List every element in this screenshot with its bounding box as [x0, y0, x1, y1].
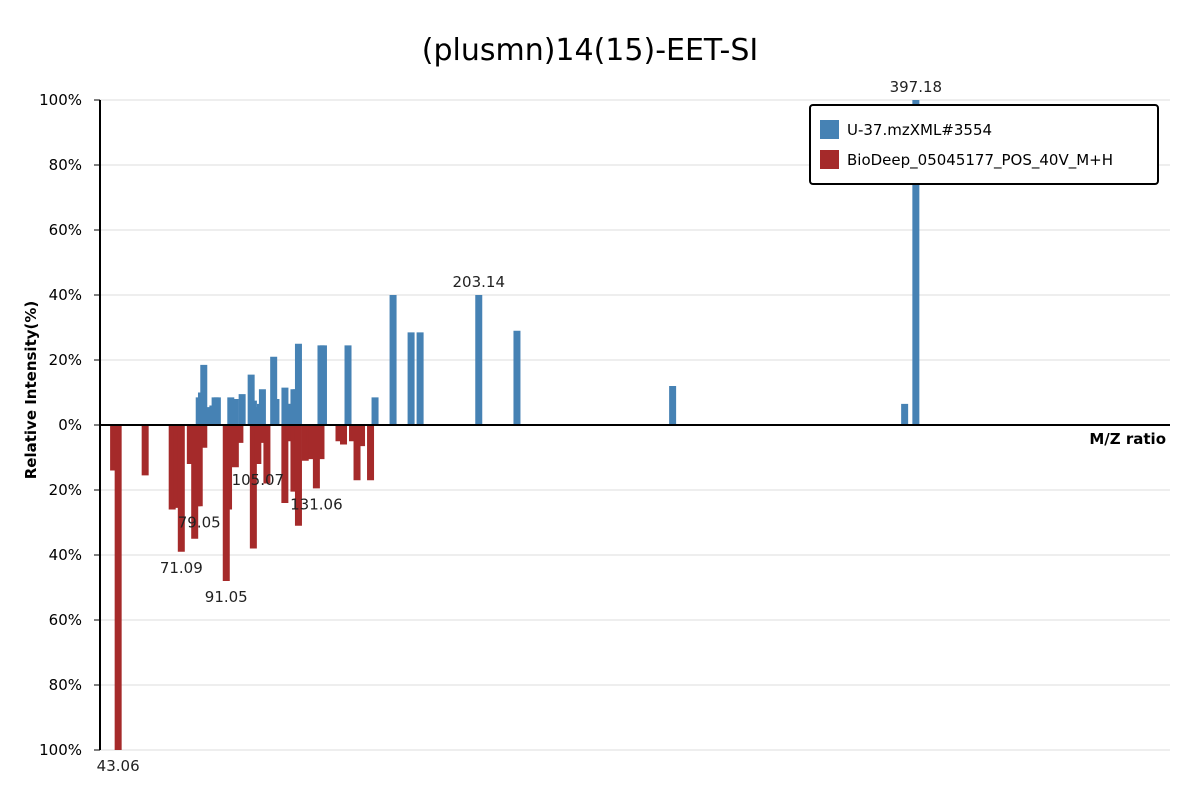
reference-peak-bar [236, 425, 244, 443]
sample-peak-bar [294, 343, 302, 425]
sample-peak-bar [371, 397, 379, 425]
sample-peak-bar [202, 407, 210, 425]
y-tick-label: 0% [58, 416, 82, 434]
chart-title: (plusmn)14(15)-EET-SI [422, 33, 758, 68]
sample-peak-bar [901, 403, 909, 425]
y-tick-labels: 100% 80% 60% 40% 20% 0% 20% 40% 60% 80% 100% [39, 91, 100, 759]
sample-peak-bar [407, 332, 415, 425]
reference-peak-bar [177, 425, 185, 552]
sample-peak-bar [249, 400, 257, 425]
reference-peak-bar [340, 425, 348, 445]
reference-peak-bar [249, 425, 257, 549]
reference-peak-bar [335, 425, 343, 442]
sample-peak-bar [227, 397, 235, 425]
reference-peak-bar [231, 425, 239, 468]
reference-peak-bar [285, 425, 293, 442]
reference-peak-bar [353, 425, 361, 481]
y-tick-label: 20% [49, 481, 82, 499]
peak-label: 91.05 [205, 588, 248, 606]
sample-peak-bar [272, 399, 280, 425]
sample-peak-bar [231, 399, 239, 425]
reference-peak-bar [312, 425, 320, 489]
sample-peak-bar [669, 386, 677, 425]
reference-peak-bar [258, 425, 266, 443]
peak-label: 397.18 [890, 78, 943, 96]
y-tick-label: 40% [49, 286, 82, 304]
legend: U-37.mzXML#3554 BioDeep_05045177_POS_40V… [809, 104, 1159, 185]
reference-peak-bar [301, 425, 309, 461]
sample-peak-bar [912, 100, 920, 425]
sample-peak-bar [213, 397, 221, 425]
axes [99, 100, 1170, 750]
sample-peak-bar [200, 364, 208, 425]
y-tick-label: 100% [39, 741, 82, 759]
legend-swatch-u37 [820, 120, 839, 139]
peak-label: 79.05 [178, 513, 221, 531]
reference-peak-bar [263, 425, 271, 484]
sample-peak-bar [416, 332, 424, 425]
legend-label-u37: U-37.mzXML#3554 [847, 121, 992, 139]
reference-peak-bar [281, 425, 289, 503]
peak-label: 43.06 [97, 757, 140, 775]
reference-peak-bar [141, 425, 149, 476]
peak-label: 203.14 [453, 273, 506, 291]
reference-peak-bar [294, 425, 302, 526]
y-tick-label: 100% [39, 91, 82, 109]
sample-peak-bar [238, 394, 246, 425]
bar-layer [110, 100, 920, 750]
sample-peak-bar [270, 356, 278, 425]
reference-peak-bar [186, 425, 194, 464]
sample-peak-bar [513, 330, 521, 425]
sample-peak-bar [475, 295, 483, 425]
peak-labels: 43.06 71.09 79.05 91.05 105.07 131.06 203.14 39… [97, 78, 942, 775]
reference-peak-bar [290, 425, 298, 492]
reference-peak-bar [367, 425, 375, 481]
peak-label: 131.06 [290, 495, 343, 513]
reference-peak-bar [168, 425, 176, 510]
sample-peak-bar [285, 403, 293, 425]
sample-peak-bar [247, 374, 255, 425]
y-tick-label: 60% [49, 221, 82, 239]
y-tick-label: 40% [49, 546, 82, 564]
legend-swatch-biodeep [820, 150, 839, 169]
sample-peak-bar [319, 345, 327, 425]
reference-peak-bar [349, 425, 357, 442]
reference-peak-bar [254, 425, 262, 464]
y-tick-label: 20% [49, 351, 82, 369]
sample-peak-bar [258, 389, 266, 425]
y-tick-label: 60% [49, 611, 82, 629]
sample-peak-bar [389, 295, 397, 425]
y-axis-label: Relative Intensity(%) [22, 301, 40, 480]
reference-peak-bar [225, 425, 233, 510]
reference-peak-bar [173, 425, 181, 508]
reference-peak-bar [358, 425, 366, 447]
y-tick-label: 80% [49, 676, 82, 694]
legend-box [809, 104, 1159, 185]
reference-peak-bar [195, 425, 203, 507]
reference-peak-bar [308, 425, 316, 460]
x-axis-label: M/Z ratio [1089, 430, 1166, 448]
peak-label: 71.09 [160, 559, 203, 577]
peak-label: 105.07 [232, 471, 285, 489]
reference-peak-bar [200, 425, 208, 448]
reference-peak-bar [317, 425, 325, 460]
reference-peak-bar [110, 425, 118, 471]
reference-peak-bar [114, 425, 122, 750]
sample-peak-bar [344, 345, 352, 425]
y-tick-label: 80% [49, 156, 82, 174]
legend-label-biodeep: BioDeep_05045177_POS_40V_M+H [847, 151, 1113, 170]
